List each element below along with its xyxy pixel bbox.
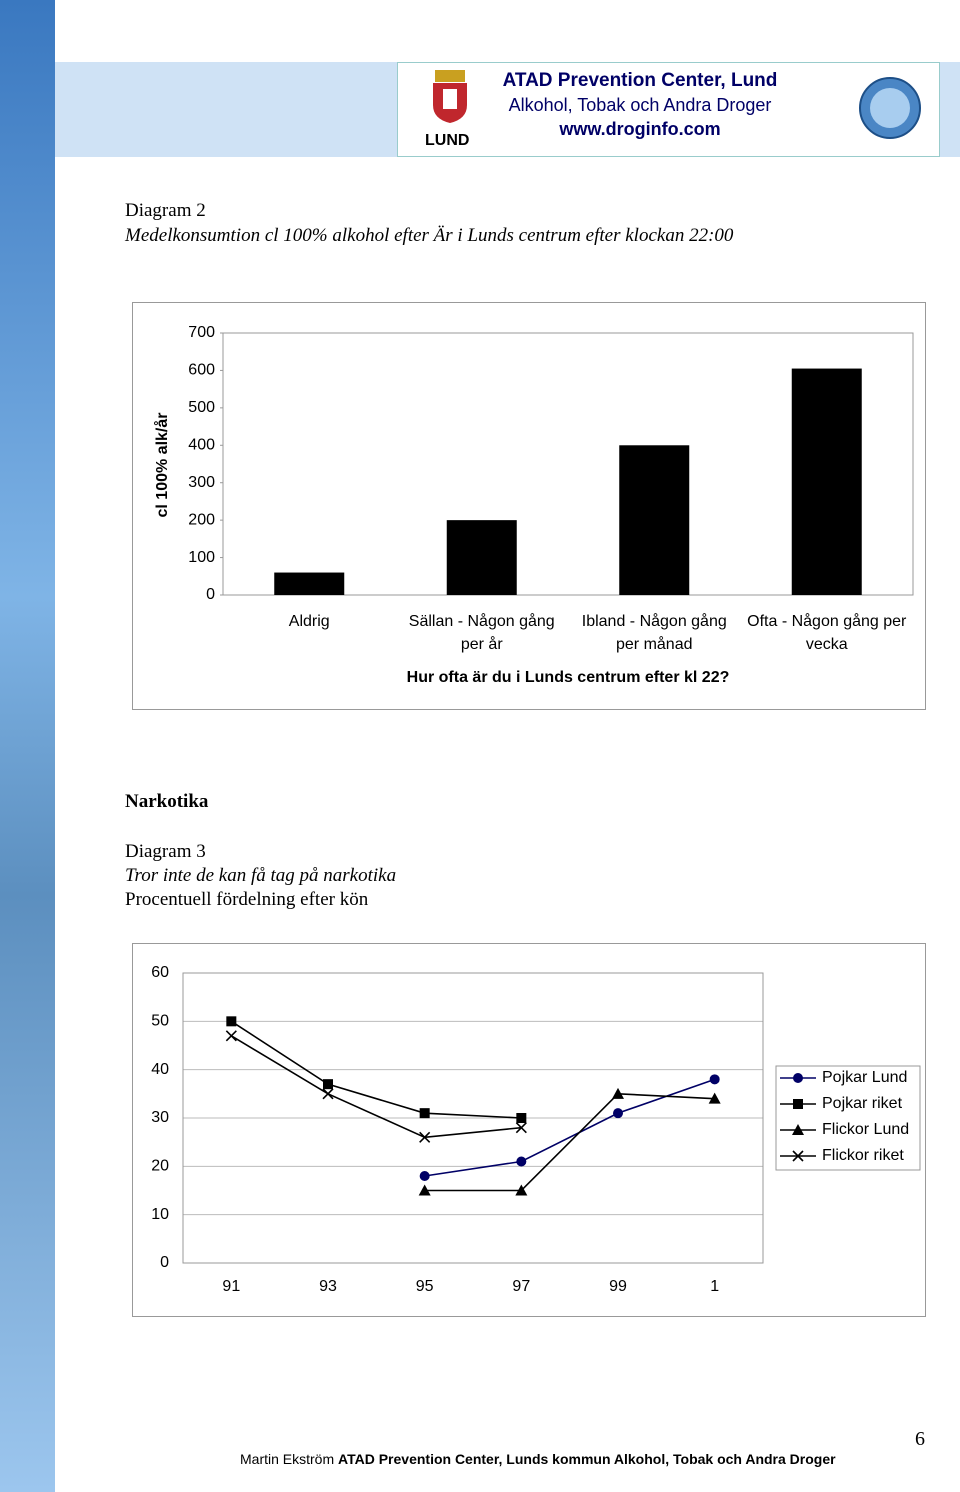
- marker: [792, 1124, 804, 1135]
- description: Procentuell fördelning efter kön: [125, 889, 369, 910]
- logo-right: [859, 77, 921, 139]
- marker: [793, 1073, 803, 1083]
- caption: Diagram 2: [125, 200, 206, 221]
- marker: [515, 1184, 528, 1196]
- logo-text: LUND: [425, 132, 470, 149]
- heading: Narkotika: [125, 791, 209, 812]
- y-tick-label: 400: [188, 437, 215, 454]
- marker: [792, 1150, 804, 1162]
- y-tick-label: 0: [206, 586, 215, 603]
- x-tick-label: 99: [609, 1278, 627, 1295]
- plot-frame: [182, 972, 764, 1264]
- footer-text: ATAD Prevention Center, Lunds kommun Alk…: [338, 1451, 836, 1467]
- description: Medelkonsumtion cl 100% alkohol efter Är…: [125, 225, 734, 246]
- y-tick-label: 500: [188, 399, 215, 416]
- chart-frame: 0 10 20 30 40 50 60 91 93 95 97 99 1 Pojkar Lund Pojka…: [132, 943, 926, 1317]
- line: [230, 1035, 522, 1139]
- legend-box: [775, 1065, 921, 1171]
- marker: [419, 1171, 430, 1181]
- marker: [515, 1122, 527, 1134]
- bar: [791, 368, 862, 595]
- marker: [709, 1074, 720, 1085]
- marker: [322, 1088, 334, 1100]
- y-tick-label: 700: [188, 324, 215, 341]
- x-tick-label: 95: [416, 1278, 434, 1295]
- header-subtitle: Alkohol, Tobak och Andra Droger: [508, 95, 772, 115]
- footer-author: Martin Ekström: [240, 1451, 335, 1467]
- y-tick-label: 60: [151, 964, 169, 981]
- logo-crest: [433, 70, 467, 123]
- legend-label: Pojkar Lund: [822, 1069, 907, 1086]
- marker: [793, 1099, 803, 1109]
- marker: [323, 1079, 333, 1090]
- side-strip: [0, 0, 55, 1492]
- y-tick-label: 40: [151, 1061, 169, 1078]
- y-axis-label: cl 100% alk/år: [153, 413, 171, 518]
- y-tick-label: 10: [151, 1206, 169, 1223]
- marker: [613, 1108, 623, 1119]
- x-tick-label: 97: [512, 1278, 530, 1295]
- x-tick-label: 91: [222, 1278, 240, 1295]
- line: [230, 1020, 522, 1119]
- caption: Diagram 3: [125, 841, 206, 862]
- page-number: 6: [915, 1428, 925, 1450]
- header-box: [397, 62, 940, 157]
- x-tick-label: Ibland - Någon gång per månad: [581, 613, 727, 653]
- marker: [225, 1030, 237, 1042]
- y-tick-label: 20: [151, 1158, 169, 1175]
- x-tick-label: Aldrig: [288, 613, 330, 630]
- y-tick-label: 600: [188, 362, 215, 379]
- line: [424, 1078, 715, 1177]
- marker: [418, 1184, 431, 1196]
- line: [424, 1093, 715, 1192]
- legend-label: Flickor Lund: [822, 1121, 909, 1138]
- legend-label: Pojkar riket: [822, 1095, 903, 1112]
- marker: [708, 1092, 721, 1104]
- chart: 0 10 20 30 40 50 60 91 93 95 97 99 1 Pojkar Lund Pojka…: [151, 964, 921, 1295]
- marker: [419, 1108, 430, 1119]
- y-tick-label: 50: [151, 1013, 169, 1030]
- x-tick-label: Ofta - Någon gång per vecka: [747, 613, 907, 653]
- y-tick-label: 300: [188, 474, 215, 491]
- bar: [446, 520, 517, 595]
- y-tick-label: 30: [151, 1109, 169, 1126]
- x-tick-label: Sällan - Någon gång per år: [408, 613, 555, 653]
- chart: 0 100 200 300 400 500 600 700 cl 100% alk/år Hur …: [153, 324, 914, 686]
- legend-label: Flickor riket: [822, 1147, 904, 1164]
- footer: Martin Ekström ATAD Prevention Center, L…: [240, 1451, 836, 1467]
- marker: [612, 1087, 624, 1099]
- marker: [419, 1131, 431, 1143]
- y-tick-label: 100: [188, 549, 215, 566]
- bar: [619, 445, 690, 595]
- y-tick-label: 200: [188, 511, 215, 528]
- marker: [226, 1016, 237, 1027]
- x-tick-label: 93: [319, 1278, 337, 1295]
- x-axis-label: Hur ofta är du i Lunds centrum efter kl …: [407, 669, 730, 686]
- marker: [516, 1113, 527, 1123]
- x-tick-label: 1: [710, 1278, 719, 1295]
- plot-frame: [222, 332, 914, 596]
- bar: [274, 572, 345, 595]
- header-title: ATAD Prevention Center, Lund: [502, 70, 778, 91]
- y-tick-label: 0: [160, 1254, 169, 1271]
- chart-frame: 0 100 200 300 400 500 600 700 cl 100% alk/år Hur …: [132, 302, 926, 710]
- marker: [516, 1156, 527, 1167]
- header-url: www.droginfo.com: [559, 119, 721, 139]
- description: Tror inte de kan få tag på narkotika: [125, 865, 397, 886]
